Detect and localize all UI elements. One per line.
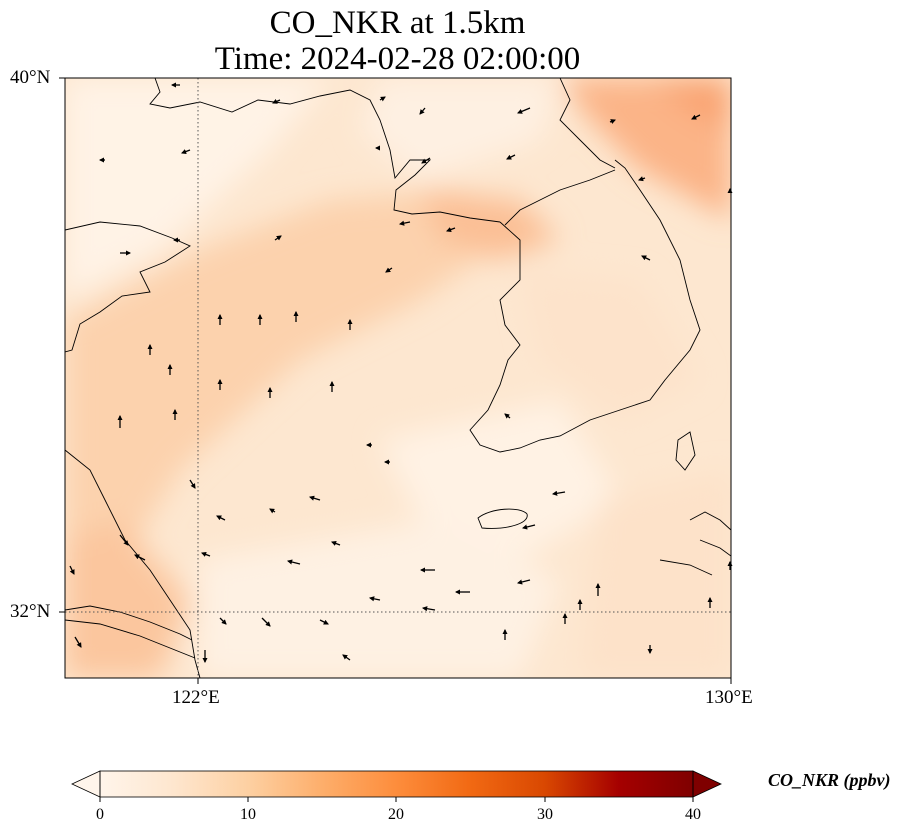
colorbar-extend-high [692, 770, 722, 798]
wind-arrow [261, 617, 271, 627]
colorbar-tick-30: 30 [537, 806, 553, 823]
wind-arrow [446, 227, 456, 232]
lon-tick-122e: 122°E [172, 687, 220, 708]
tsushima-island [675, 431, 696, 471]
wind-arrow [309, 495, 321, 501]
colorbar-tick-10: 10 [240, 806, 256, 823]
colorbar-label: CO_NKR (ppbv) [768, 770, 891, 790]
wind-arrow [286, 559, 301, 565]
colorbar [71, 770, 722, 802]
wind-arrow [516, 579, 531, 585]
colorbar-tick-40: 40 [685, 806, 701, 823]
co-concentration-field [65, 78, 731, 678]
colorbar-gradient [100, 771, 693, 797]
coastline-manchuria [559, 78, 616, 169]
coastline-korea-west [469, 159, 701, 453]
wind-arrow [216, 515, 226, 521]
wind-arrow [638, 176, 646, 182]
title-line-2: Time: 2024-02-28 02:00:00 [214, 41, 581, 77]
wind-arrow [398, 220, 411, 226]
wind-arrow [119, 534, 129, 546]
wind-vectors [69, 82, 733, 664]
wind-arrow [219, 617, 227, 625]
lon-tick-130e: 130°E [705, 687, 753, 708]
coastline-jiangsu [65, 449, 201, 678]
lat-tick-32n: 32°N [10, 601, 51, 622]
wind-arrow [419, 107, 426, 115]
wind-arrow [551, 490, 566, 496]
wind-arrow [691, 114, 701, 120]
wind-arrow [504, 413, 511, 419]
graticule [65, 78, 731, 678]
wind-arrow [181, 149, 191, 154]
coastline-kyushu [659, 511, 731, 576]
wind-arrow [201, 552, 211, 557]
wind-arrow [331, 541, 341, 546]
wind-arrow [506, 154, 516, 160]
title-line-1: CO_NKR at 1.5km [269, 5, 526, 41]
korea-north-border [504, 169, 616, 226]
colorbar-extend-low [71, 770, 101, 798]
wind-arrow [641, 255, 651, 261]
yangtze-estuary [65, 605, 196, 659]
jeju-island [477, 508, 528, 529]
wind-arrow [269, 508, 276, 514]
tick-marks [59, 77, 732, 684]
wind-arrow [189, 479, 196, 489]
wind-arrow [69, 565, 75, 575]
coastline-shandong [65, 221, 191, 353]
wind-arrow [517, 107, 531, 114]
map-frame [64, 77, 732, 679]
wind-arrow [274, 235, 282, 241]
wind-arrow [319, 619, 329, 625]
wind-arrow [521, 524, 536, 530]
wind-arrow [134, 554, 146, 561]
wind-arrow [609, 119, 616, 124]
wind-arrow [385, 267, 393, 273]
colorbar-tick-20: 20 [388, 806, 404, 823]
wind-arrow [74, 636, 82, 648]
wind-arrow [421, 157, 431, 164]
wind-arrow [421, 606, 436, 612]
coastlines [65, 78, 731, 678]
colorbar-tick-0: 0 [96, 806, 104, 823]
wind-arrow [379, 96, 386, 102]
wind-arrow [342, 654, 351, 661]
wind-arrow [272, 98, 281, 104]
coastline-liaodong [149, 78, 501, 223]
lat-tick-40n: 40°N [10, 67, 51, 88]
wind-arrow [368, 596, 381, 602]
